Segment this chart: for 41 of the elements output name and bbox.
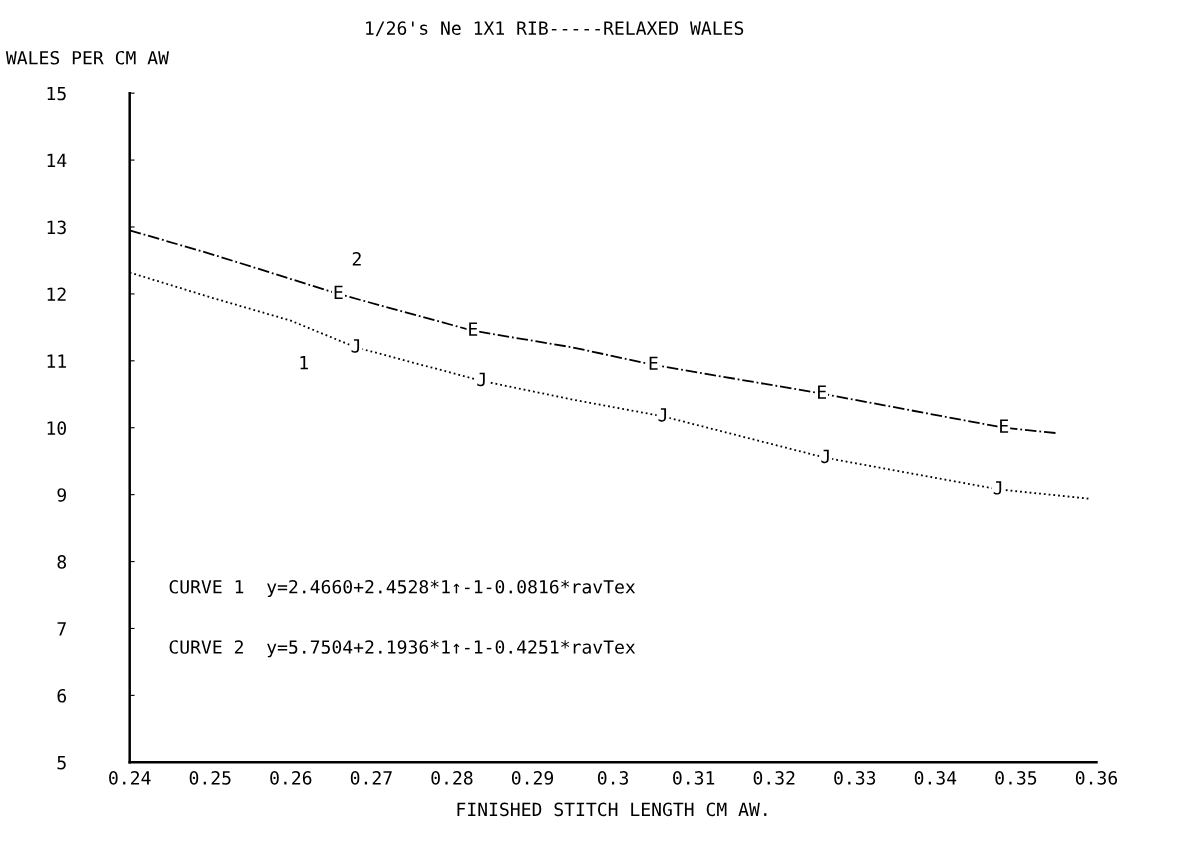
chart-title: 1/26's Ne 1X1 RIB-----RELAXED WALES bbox=[366, 21, 744, 37]
annotation: 2 bbox=[352, 252, 361, 266]
y-tick-label: 10 bbox=[47, 421, 67, 435]
x-tick-label: 0.35 bbox=[995, 771, 1037, 785]
x-tick-label: 0.25 bbox=[189, 771, 231, 785]
x-tick-label: 0.29 bbox=[511, 771, 554, 785]
y-tick-label: 8 bbox=[57, 555, 67, 569]
annotation: CURVE 2 y=5.7504+2.1936*1↑-1-0.4251*ravTex bbox=[169, 640, 636, 658]
y-tick-label: 15 bbox=[47, 86, 66, 101]
annotation: J bbox=[351, 339, 360, 353]
y-tick-label: 13 bbox=[47, 220, 66, 235]
x-axis-title: FINISHED STITCH LENGTH CM AW. bbox=[457, 802, 767, 817]
annotation: CURVE 1 y=2.4660+2.4528*1↑-1-0.0816*ravTex bbox=[169, 579, 636, 598]
x-tick-label: 0.27 bbox=[350, 771, 392, 785]
y-tick-label: 9 bbox=[57, 488, 66, 502]
annotation: 1 bbox=[300, 356, 308, 370]
annotation: E bbox=[818, 385, 827, 399]
x-tick-label: 0.31 bbox=[673, 771, 715, 785]
x-tick-label: 0.28 bbox=[431, 771, 473, 785]
x-tick-label: 0.33 bbox=[834, 771, 876, 785]
annotation: E bbox=[649, 356, 658, 370]
x-tick-label: 0.26 bbox=[270, 771, 312, 785]
annotation: E bbox=[1000, 419, 1009, 433]
x-tick-label: 0.24 bbox=[109, 771, 151, 785]
x-tick-label: 0.34 bbox=[914, 771, 957, 785]
annotation: E bbox=[469, 322, 478, 336]
annotation: J bbox=[821, 449, 829, 464]
y-axis-title: WALES PER CM AW bbox=[5, 50, 169, 65]
x-tick-label: 0.3 bbox=[597, 771, 629, 785]
annotation: E bbox=[334, 285, 343, 299]
x-tick-label: 0.32 bbox=[753, 771, 795, 785]
annotation: J bbox=[658, 408, 667, 422]
y-tick-label: 14 bbox=[47, 153, 67, 167]
y-tick-label: 11 bbox=[47, 354, 66, 368]
y-tick-label: 12 bbox=[47, 287, 66, 301]
y-tick-label: 5 bbox=[57, 756, 66, 770]
annotation: J bbox=[993, 481, 1002, 495]
y-tick-label: 7 bbox=[57, 622, 66, 636]
y-tick-label: 6 bbox=[57, 688, 67, 703]
x-tick-label: 0.36 bbox=[1075, 771, 1118, 785]
annotation: J bbox=[477, 372, 485, 387]
